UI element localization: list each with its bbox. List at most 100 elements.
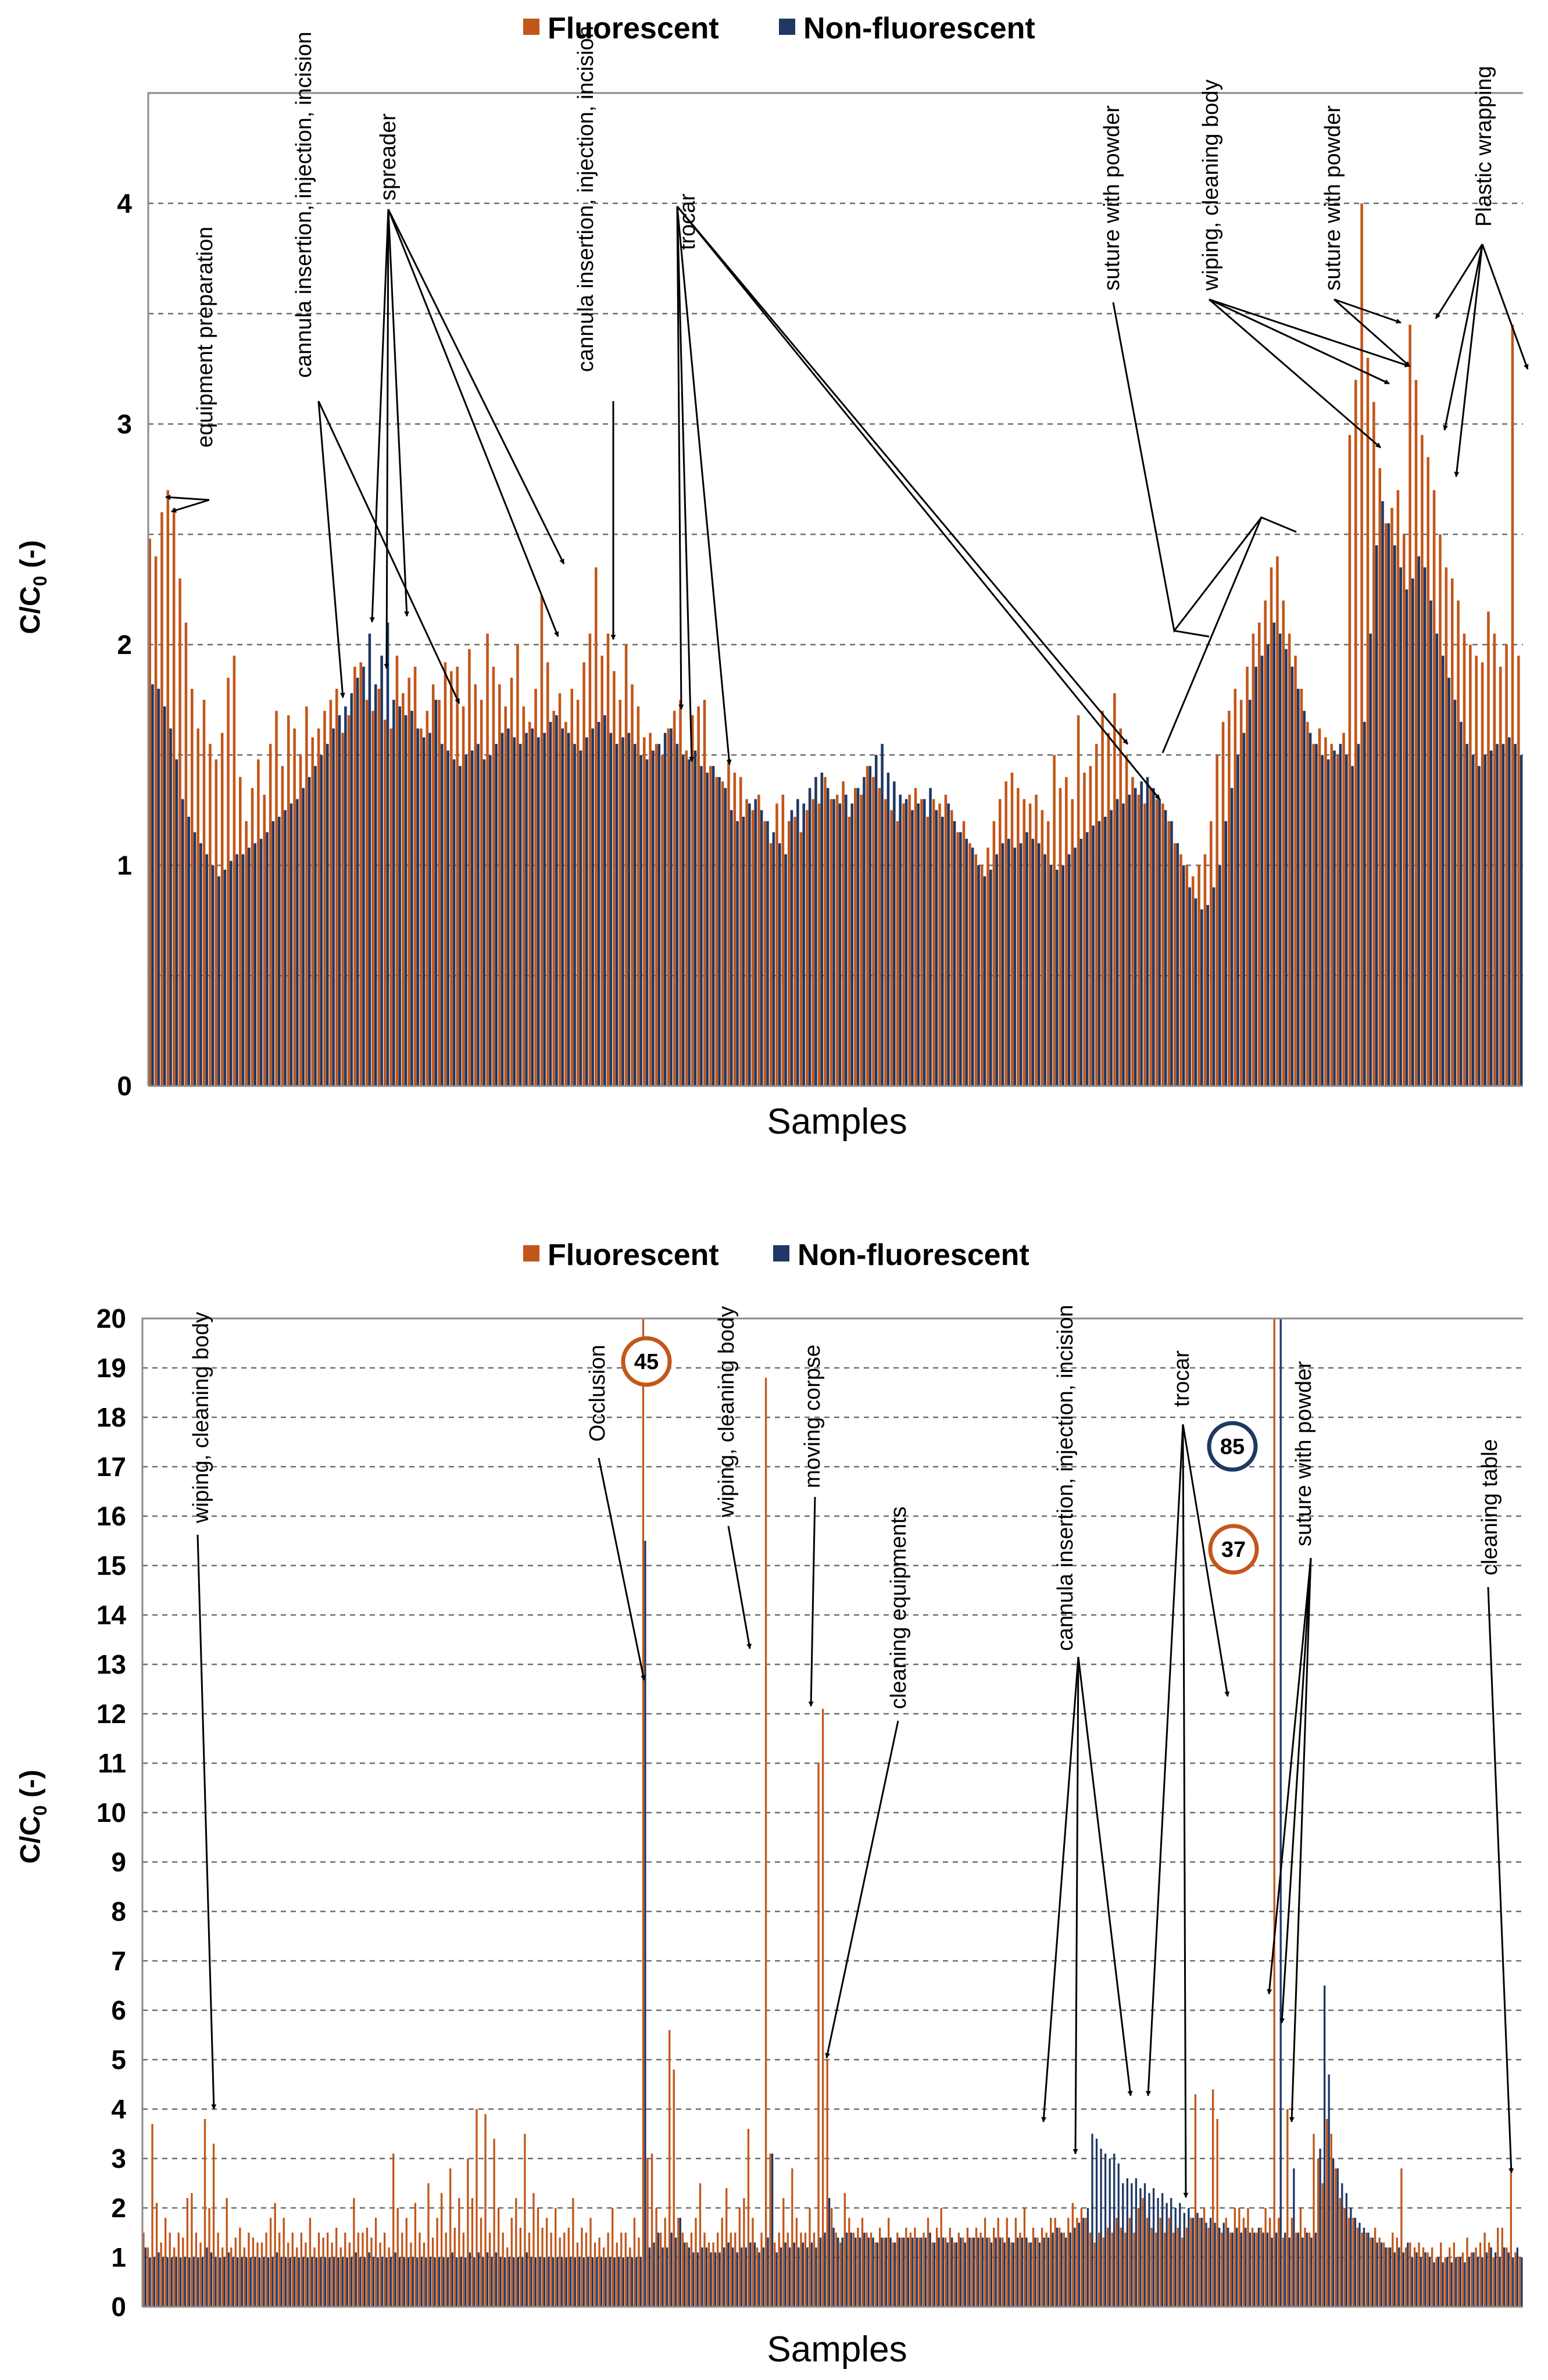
bar-non-fluorescent: [521, 2257, 524, 2307]
bar-non-fluorescent: [710, 2252, 712, 2307]
bar-non-fluorescent: [428, 732, 431, 1086]
bar-fluorescent: [1077, 715, 1080, 1086]
bar-non-fluorescent: [639, 2257, 642, 2307]
y-tick-label: 2: [117, 630, 132, 660]
bar-fluorescent: [160, 2242, 162, 2307]
bar-non-fluorescent: [258, 2257, 261, 2307]
bar-fluorescent: [1128, 2218, 1131, 2307]
bar-fluorescent: [1286, 2109, 1289, 2307]
bar-fluorescent: [1264, 600, 1267, 1086]
bar-fluorescent: [1453, 2242, 1455, 2307]
bar-fluorescent: [1137, 2208, 1140, 2307]
bar-non-fluorescent: [1310, 2238, 1313, 2307]
bar-non-fluorescent: [587, 2257, 589, 2307]
bar-non-fluorescent: [1179, 2203, 1181, 2307]
bar-fluorescent: [1481, 662, 1484, 1086]
bar-fluorescent: [405, 2218, 407, 2307]
bar-fluorescent: [366, 2228, 369, 2307]
bar-fluorescent: [1306, 721, 1309, 1086]
bar-non-fluorescent: [1143, 2183, 1146, 2307]
bar-fluorescent: [993, 2228, 995, 2307]
y-axis-label-sub-2: 0: [30, 1805, 51, 1816]
bar-fluorescent: [550, 2232, 552, 2307]
bar-fluorescent: [1372, 402, 1375, 1086]
bar-fluorescent: [717, 2232, 719, 2307]
bar-non-fluorescent: [153, 2257, 156, 2307]
bar-fluorescent: [896, 821, 899, 1086]
bar-fluorescent: [287, 715, 290, 1086]
bar-non-fluorescent: [778, 843, 781, 1086]
bar-fluorescent: [1252, 633, 1255, 1086]
bar-non-fluorescent: [605, 2257, 607, 2307]
bar-fluorescent: [619, 699, 622, 1086]
bar-non-fluorescent: [784, 854, 787, 1086]
bar-fluorescent: [949, 2228, 951, 2307]
bar-non-fluorescent: [898, 2238, 900, 2307]
bar-non-fluorescent: [832, 799, 835, 1086]
bar-fluorescent: [655, 744, 658, 1086]
bar-fluorescent: [835, 2232, 837, 2307]
bar-fluorescent: [383, 719, 387, 1086]
bar-fluorescent: [1019, 2232, 1021, 2307]
bar-non-fluorescent: [579, 751, 582, 1086]
bar-non-fluorescent: [500, 732, 504, 1086]
bar-fluorescent: [1194, 2094, 1197, 2307]
bar-non-fluorescent: [591, 728, 594, 1086]
bar-fluorescent: [900, 2238, 903, 2307]
bar-non-fluorescent: [1003, 2242, 1006, 2307]
bar-fluorescent: [1111, 2232, 1113, 2307]
bar-non-fluorescent: [1056, 2228, 1059, 2307]
bar-fluorescent: [1247, 2208, 1249, 2307]
bar-non-fluorescent: [911, 2238, 914, 2307]
bar-fluorescent: [209, 744, 212, 1086]
bar-non-fluorescent: [166, 2257, 169, 2307]
bar-non-fluorescent: [1341, 2183, 1343, 2307]
bar-fluorescent: [950, 810, 953, 1086]
bar-non-fluorescent: [1319, 2149, 1321, 2307]
bar-fluorescent: [1041, 2228, 1043, 2307]
bar-non-fluorescent: [534, 2257, 537, 2307]
bar-non-fluorescent: [1516, 2247, 1519, 2307]
bar-non-fluorescent: [519, 744, 522, 1086]
bar-non-fluorescent: [578, 2257, 581, 2307]
bar-fluorescent: [335, 2228, 338, 2307]
bar-non-fluorescent: [460, 2257, 462, 2307]
bar-non-fluorescent: [1433, 2262, 1435, 2307]
bar-fluorescent: [1347, 2218, 1350, 2307]
annotations-2: wiping, cleaning body Occlusion wiping, …: [189, 1305, 1514, 2198]
y-tick-label: 7: [111, 1946, 126, 1976]
bar-non-fluorescent: [230, 860, 233, 1086]
bar-non-fluorescent: [960, 2238, 962, 2307]
bar-non-fluorescent: [1253, 2232, 1256, 2307]
bar-fluorescent: [781, 794, 785, 1086]
bar-non-fluorescent: [796, 799, 799, 1086]
bar-fluorescent: [1352, 2218, 1354, 2307]
bar-non-fluorescent: [1309, 732, 1312, 1086]
bar-non-fluorescent: [1288, 2238, 1290, 2307]
bar-non-fluorescent: [1074, 848, 1077, 1086]
bar-non-fluorescent: [271, 821, 275, 1086]
bar-fluorescent: [427, 2183, 430, 2307]
bar-non-fluorescent: [1100, 2149, 1102, 2307]
bar-fluorescent: [528, 721, 531, 1086]
bar-fluorescent: [664, 2218, 666, 2307]
bar-fluorescent: [365, 699, 369, 1086]
bar-non-fluorescent: [464, 755, 468, 1086]
bar-fluorescent: [799, 832, 803, 1086]
bar-fluorescent: [1400, 2168, 1403, 2307]
bar-fluorescent: [940, 2208, 942, 2307]
bar-fluorescent: [1234, 688, 1237, 1086]
bar-fluorescent: [835, 794, 839, 1086]
bar-fluorescent: [824, 777, 827, 1086]
annotation-spreader: spreader: [376, 113, 401, 201]
bar-non-fluorescent: [1148, 2193, 1150, 2307]
bar-fluorescent: [1383, 2242, 1385, 2307]
bar-non-fluorescent: [1385, 2247, 1387, 2307]
bar-fluorescent: [1361, 2232, 1363, 2307]
bar-fluorescent: [1124, 2232, 1127, 2307]
bar-fluorescent: [1499, 666, 1502, 1086]
bar-fluorescent: [182, 2238, 184, 2307]
bar-non-fluorescent: [429, 2257, 432, 2307]
bar-non-fluorescent: [1399, 567, 1402, 1086]
bar-fluorescent: [558, 693, 562, 1086]
